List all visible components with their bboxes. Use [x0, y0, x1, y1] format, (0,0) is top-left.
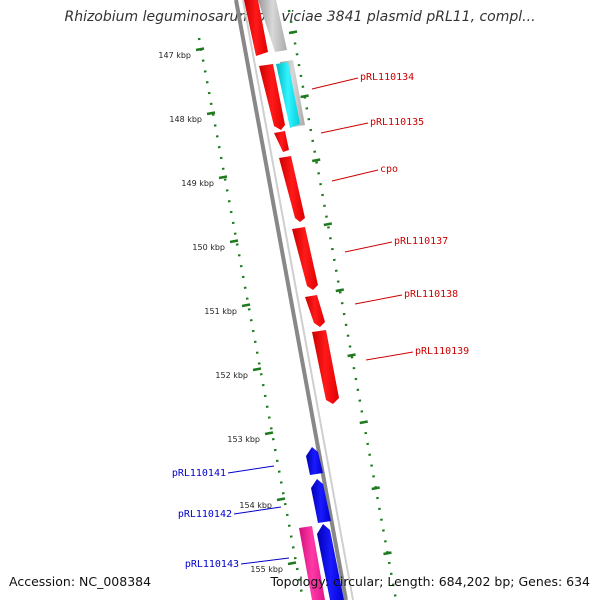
gene-shape-pRL110143[interactable] [317, 524, 344, 600]
ruler-tick [276, 497, 286, 502]
ruler-tick [264, 431, 274, 436]
topology-summary: Topology: circular; Length: 684,202 bp; … [270, 574, 591, 589]
ruler-tick-label: 147 kbp [158, 51, 191, 60]
gene-label-leader [331, 169, 379, 182]
accession-text: Accession: NC_008384 [9, 574, 152, 589]
outer-tick [371, 486, 380, 491]
gene-label-leader [365, 351, 414, 361]
ruler-tick-label: 153 kbp [227, 435, 260, 444]
gene-label-leader [311, 77, 359, 90]
ruler-tick-label: 152 kbp [215, 371, 248, 380]
gene-shape-pRL110135[interactable] [274, 131, 289, 152]
gene-label-leader [240, 557, 290, 565]
outer-tick [311, 158, 321, 163]
gene-label-leader [344, 241, 393, 253]
ruler-tick-label: 151 kbp [204, 307, 237, 316]
gene-label-pRL110138[interactable]: pRL110138 [404, 289, 458, 300]
gene-label-pRL110135[interactable]: pRL110135 [370, 117, 424, 128]
gene-shape-pRL110141[interactable] [306, 447, 323, 475]
ruler-tick [218, 175, 228, 180]
gene-shape-pRL110134[interactable] [259, 64, 285, 130]
ruler-tick [206, 111, 216, 116]
reverse-gene-shapes[interactable] [299, 447, 344, 600]
ruler-tick [252, 367, 262, 372]
forward-gene-labels[interactable]: pRL110134 pRL110135 cpo pRL110137 pRL110138 p… [311, 72, 469, 361]
gene-shape-pRL110138[interactable] [305, 295, 325, 327]
ruler-tick [287, 561, 297, 566]
gene-label-cpo[interactable]: cpo [380, 164, 398, 175]
ruler-ticks: 147 kbp 148 kbp 149 kbp 150 kbp 151 kbp 152 k… [158, 47, 297, 574]
outer-tick [300, 94, 309, 99]
outer-tick [288, 30, 298, 35]
gene-label-pRL110142[interactable]: pRL110142 [178, 509, 232, 520]
outer-tick [335, 288, 345, 293]
gene-shape-pRL110139[interactable] [312, 330, 339, 404]
outer-tick [359, 420, 368, 425]
cyan-feature [276, 62, 300, 128]
gene-shape-pink [299, 526, 325, 600]
red-gene-top [244, 0, 268, 56]
outer-ruler-ticks [288, 30, 392, 556]
gene-label-leader [320, 122, 369, 134]
gene-shape-cpo[interactable] [279, 156, 305, 222]
gene-label-leader [227, 465, 275, 474]
gene-label-pRL110134[interactable]: pRL110134 [360, 72, 414, 83]
ruler-tick [229, 239, 239, 244]
gene-label-pRL110141[interactable]: pRL110141 [172, 468, 226, 479]
gene-label-leader [354, 294, 403, 305]
gene-label-leader [233, 506, 282, 515]
gene-label-pRL110137[interactable]: pRL110137 [394, 236, 448, 247]
ruler-tick-label: 148 kbp [169, 115, 202, 124]
ruler-tick-label: 155 kbp [250, 565, 283, 574]
gene-label-pRL110139[interactable]: pRL110139 [415, 346, 469, 357]
ruler-tick-label: 150 kbp [192, 243, 225, 252]
ruler-tick-label: 154 kbp [239, 501, 272, 510]
map-title: Rhizobium leguminosarum bv. viciae 3841 … [64, 9, 536, 25]
gene-label-pRL110143[interactable]: pRL110143 [185, 559, 239, 570]
ruler-line-outer [287, 9, 398, 600]
ruler-tick [195, 47, 205, 52]
gene-shape-pRL110137[interactable] [292, 227, 318, 290]
ruler-tick [241, 303, 251, 308]
outer-tick [347, 353, 356, 358]
outer-tick [383, 551, 392, 556]
gray-feature-top [258, 0, 287, 52]
backbone [234, 0, 354, 600]
outer-tick [323, 222, 333, 227]
gene-shape-pRL110142[interactable] [311, 479, 331, 523]
reverse-gene-labels[interactable]: pRL110141 pRL110142 pRL110143 [172, 465, 290, 570]
forward-gene-shapes[interactable] [259, 62, 339, 404]
ruler-tick-label: 149 kbp [181, 179, 214, 188]
